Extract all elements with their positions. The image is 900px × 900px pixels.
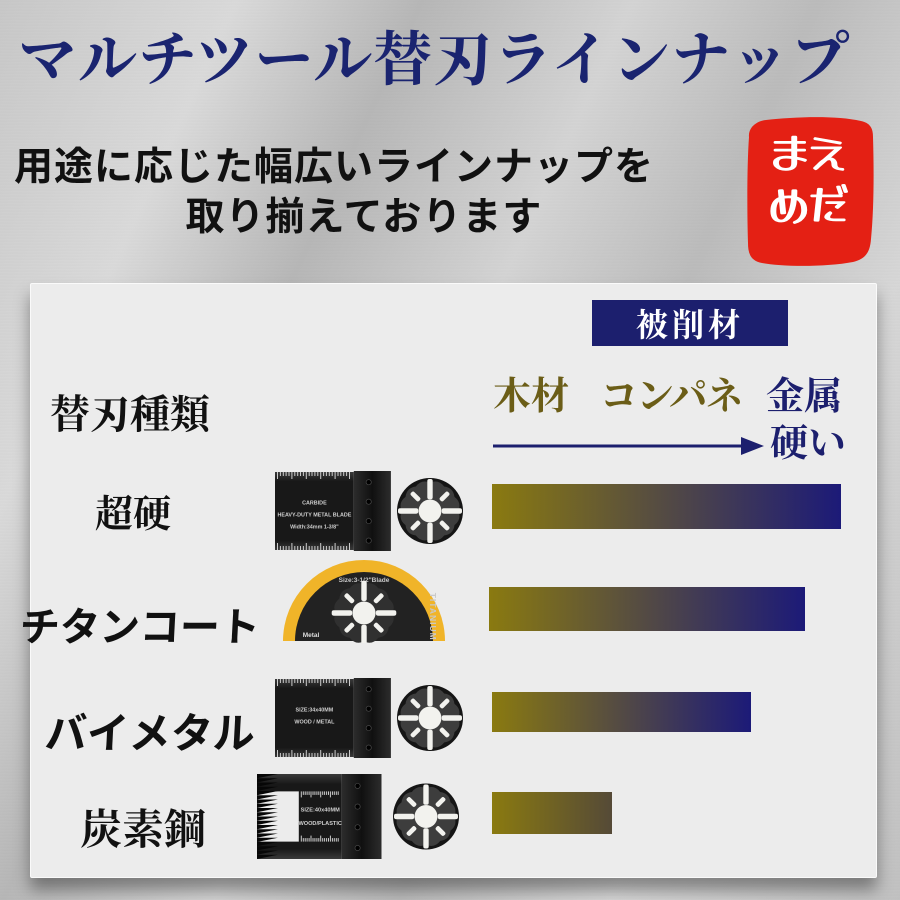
svg-text:Metal: Metal: [303, 632, 320, 639]
svg-text:WOOD/PLASTIC: WOOD/PLASTIC: [298, 821, 342, 827]
svg-text:Width:34mm 1-3/8": Width:34mm 1-3/8": [290, 525, 339, 531]
svg-text:SIZE:40x40MM: SIZE:40x40MM: [301, 807, 341, 813]
svg-text:SIZE:34x40MM: SIZE:34x40MM: [296, 708, 334, 714]
svg-text:HEAVY-DUTY METAL BLADE: HEAVY-DUTY METAL BLADE: [277, 513, 351, 519]
svg-text:CARBIDE: CARBIDE: [302, 501, 327, 507]
svg-text:WOOD / METAL: WOOD / METAL: [294, 720, 335, 726]
svg-text:TITANIUM: TITANIUM: [428, 593, 438, 641]
